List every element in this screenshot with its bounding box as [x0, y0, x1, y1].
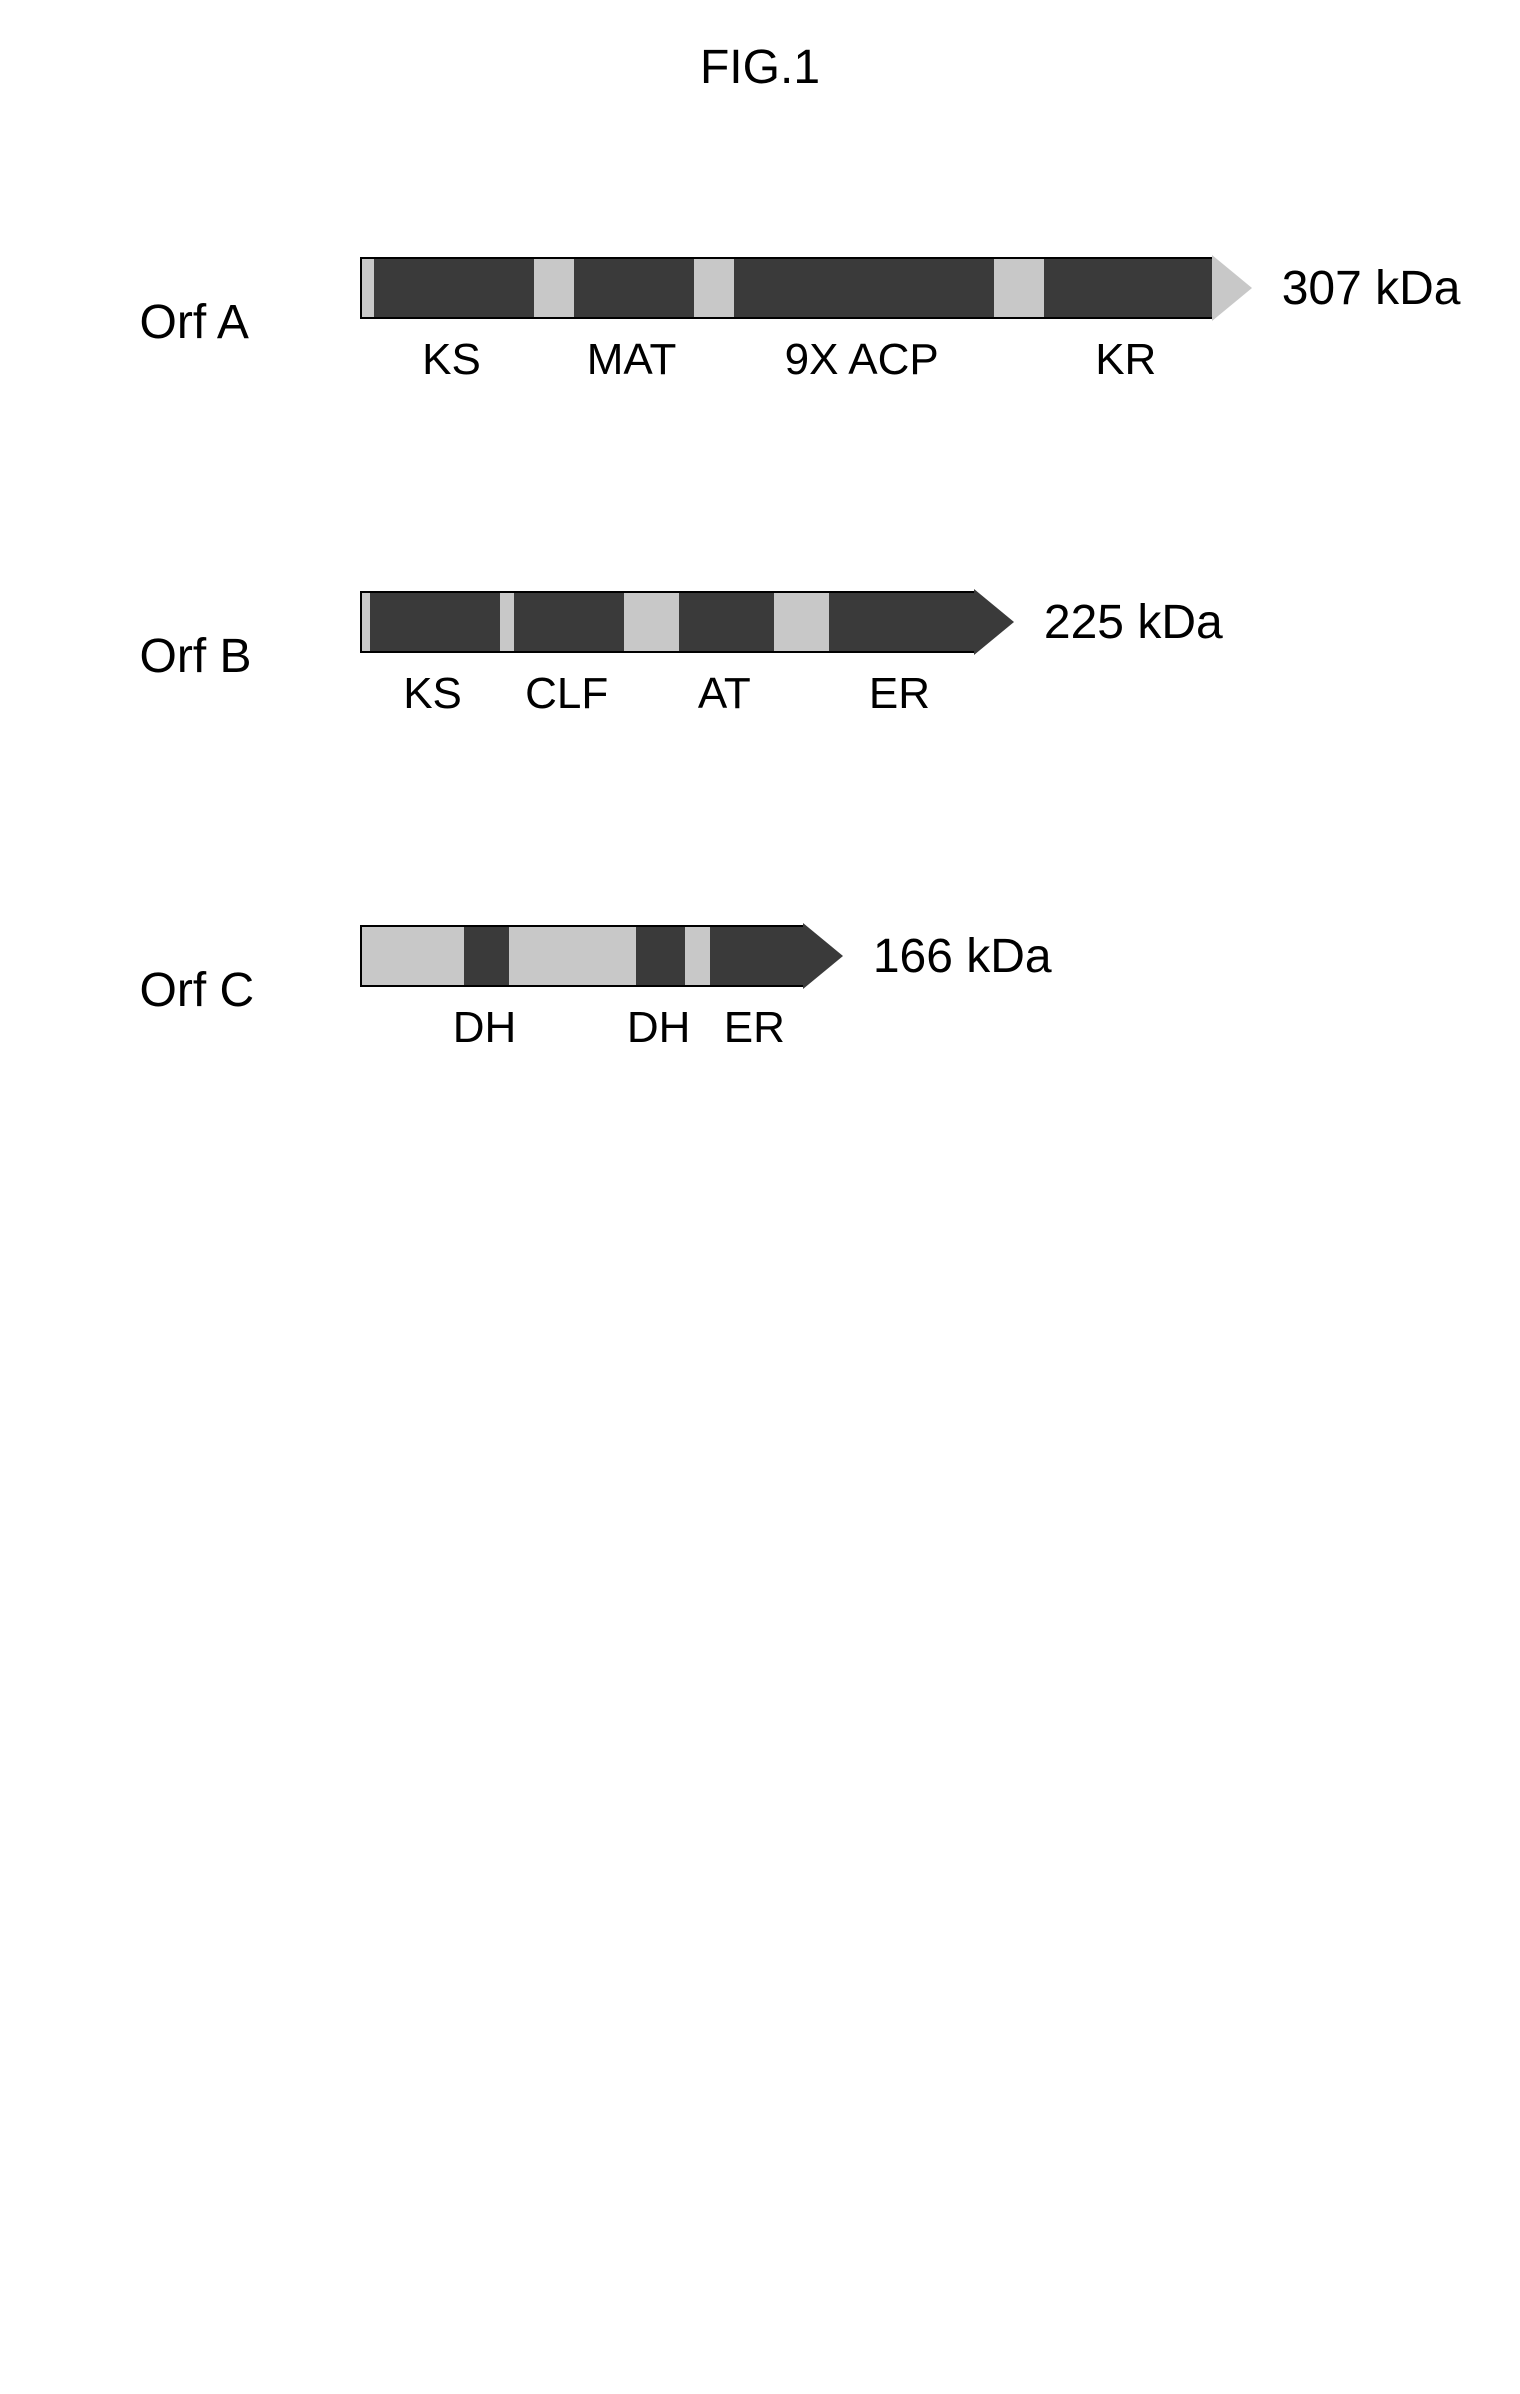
orf-row: Orf B 225 kDa KS CLF AT ER	[140, 589, 1223, 723]
domain-segment	[370, 593, 500, 651]
orf-name-label: Orf B	[140, 629, 360, 684]
domain-label: KS	[422, 335, 481, 385]
arrowhead-icon	[1212, 255, 1252, 321]
orf-bar-row: 225 kDa	[360, 589, 1223, 655]
domain-label: DH	[627, 1003, 691, 1053]
orf-size-label: 166 kDa	[873, 929, 1052, 984]
domain-labels-row: DH DH ER	[360, 997, 841, 1057]
domain-segment	[374, 259, 534, 317]
orf-size-label: 225 kDa	[1044, 595, 1223, 650]
domain-segment	[534, 259, 574, 317]
domain-segment	[685, 927, 710, 985]
domain-segment	[734, 259, 994, 317]
orf-name-label: Orf C	[140, 963, 360, 1018]
domain-segment	[829, 593, 974, 651]
orf-size-label: 307 kDa	[1282, 261, 1461, 316]
domain-segment	[774, 593, 829, 651]
domain-labels-row: KS CLF AT ER	[360, 663, 1013, 723]
arrowhead-icon	[974, 589, 1014, 655]
domain-segment	[1044, 259, 1212, 317]
domain-label: DH	[453, 1003, 517, 1053]
domain-label: 9X ACP	[785, 335, 939, 385]
domain-segment	[509, 927, 637, 985]
domain-label: AT	[698, 669, 751, 719]
orf-track: 225 kDa KS CLF AT ER	[360, 589, 1223, 723]
domain-label: KS	[403, 669, 462, 719]
orf-bar	[360, 591, 974, 653]
domain-segment	[464, 927, 508, 985]
domain-segment	[679, 593, 774, 651]
orf-track: 307 kDa KS MAT 9X ACP KR	[360, 255, 1461, 389]
domain-label: KR	[1095, 335, 1156, 385]
domain-segment	[362, 927, 465, 985]
domain-label: MAT	[587, 335, 677, 385]
tracks-container: Orf A 307 kDa KS MAT 9X ACP KR Orf B 225 kDa KS C…	[140, 255, 1461, 1057]
domain-label: ER	[724, 1003, 785, 1053]
domain-segment	[994, 259, 1044, 317]
domain-segment	[636, 927, 685, 985]
orf-row: Orf C 166 kDa DH DH ER	[140, 923, 1052, 1057]
domain-segment	[500, 593, 514, 651]
figure-container: FIG.1 Orf A307 kDaKSMAT9X ACPKROrf B225 …	[40, 40, 1480, 1057]
domain-segment	[574, 259, 694, 317]
orf-bar	[360, 257, 1212, 319]
domain-segment	[362, 593, 370, 651]
domain-label: CLF	[525, 669, 608, 719]
orf-bar	[360, 925, 803, 987]
domain-labels-row: KS MAT 9X ACP KR	[360, 329, 1250, 389]
domain-segment	[362, 259, 374, 317]
orf-bar-row: 307 kDa	[360, 255, 1461, 321]
domain-segment	[710, 927, 803, 985]
domain-segment	[514, 593, 624, 651]
orf-track: 166 kDa DH DH ER	[360, 923, 1052, 1057]
orf-bar-row: 166 kDa	[360, 923, 1052, 989]
figure-title: FIG.1	[700, 40, 820, 95]
orf-name-label: Orf A	[140, 295, 360, 350]
domain-segment	[624, 593, 679, 651]
arrowhead-icon	[803, 923, 843, 989]
domain-label: ER	[869, 669, 930, 719]
domain-segment	[694, 259, 734, 317]
orf-row: Orf A 307 kDa KS MAT 9X ACP KR	[140, 255, 1461, 389]
